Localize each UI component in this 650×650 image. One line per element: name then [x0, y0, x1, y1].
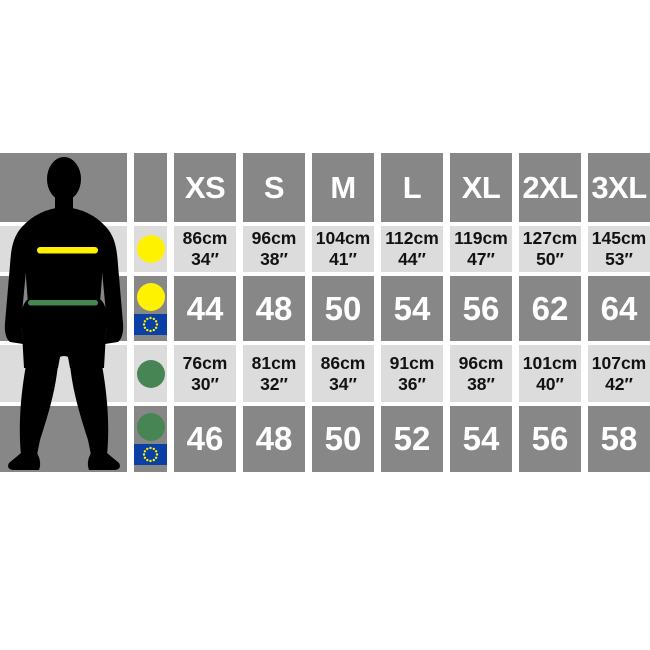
chest-eu-marker-cell: [134, 276, 167, 341]
chest-cm-cell: 145cm 53″: [588, 226, 650, 272]
waist-eu-cell: 52: [381, 406, 443, 472]
male-silhouette-graphic: [4, 157, 124, 470]
yellow-dot-icon: [136, 282, 165, 311]
cm-value: 145cm: [591, 228, 647, 248]
silhouette-shorts: [21, 299, 107, 368]
inch-value: 41″: [329, 249, 357, 269]
inch-value: 32″: [260, 373, 288, 394]
size-header-xl: XL: [450, 153, 512, 222]
cm-value: 86cm: [182, 228, 228, 248]
cm-value: 91cm: [389, 352, 435, 373]
cm-value: 101cm: [522, 352, 578, 373]
eu-flag-icon: [134, 313, 167, 335]
waist-eu-cell: 56: [519, 406, 581, 472]
waist-eu-cell: 48: [243, 406, 305, 472]
cm-value: 127cm: [522, 228, 578, 248]
inch-value: 53″: [605, 249, 633, 269]
chest-cm-cell: 119cm 47″: [450, 226, 512, 272]
inch-value: 47″: [467, 249, 495, 269]
chest-cm-cell: 86cm 34″: [174, 226, 236, 272]
inch-value: 44″: [398, 249, 426, 269]
inch-value: 34″: [191, 249, 219, 269]
cm-value: 104cm: [315, 228, 371, 248]
chest-cm-cell: 104cm 41″: [312, 226, 374, 272]
inch-value: 36″: [398, 373, 426, 394]
chest-cm-cell: 112cm 44″: [381, 226, 443, 272]
waist-cm-cell: 107cm 42″: [588, 345, 650, 402]
cm-value: 119cm: [454, 228, 508, 248]
chest-eu-cell: 56: [450, 276, 512, 341]
chest-cm-marker-cell: [134, 226, 167, 272]
green-dot-icon: [136, 359, 165, 388]
waist-eu-cell: 58: [588, 406, 650, 472]
chest-measure-line-icon: [37, 247, 98, 254]
cm-value: 86cm: [320, 352, 366, 373]
waist-eu-cell: 46: [174, 406, 236, 472]
inch-value: 38″: [467, 373, 495, 394]
legend-header-cell: [134, 153, 167, 222]
waist-measure-line-icon: [28, 300, 98, 306]
size-header-m: M: [312, 153, 374, 222]
cm-value: 112cm: [385, 228, 439, 248]
chest-cm-cell: 127cm 50″: [519, 226, 581, 272]
inch-value: 42″: [605, 373, 633, 394]
waist-cm-cell: 96cm 38″: [450, 345, 512, 402]
eu-flag-icon: [134, 444, 167, 465]
chest-eu-cell: 50: [312, 276, 374, 341]
silhouette-head: [47, 157, 81, 201]
silhouette-right-arm: [102, 225, 124, 344]
model-figure-panel: [0, 153, 127, 472]
cm-value: 96cm: [458, 352, 504, 373]
inch-value: 30″: [191, 373, 219, 394]
cm-value: 96cm: [251, 228, 297, 248]
inch-value: 34″: [329, 373, 357, 394]
waist-eu-cell: 54: [450, 406, 512, 472]
silhouette-left-leg: [19, 365, 58, 455]
silhouette-right-leg: [70, 365, 109, 455]
chest-eu-cell: 64: [588, 276, 650, 341]
waist-eu-cell: 50: [312, 406, 374, 472]
waist-cm-cell: 91cm 36″: [381, 345, 443, 402]
size-header-s: S: [243, 153, 305, 222]
silhouette-left-arm: [4, 225, 26, 344]
silhouette-left-foot: [8, 453, 41, 470]
inch-value: 50″: [536, 249, 564, 269]
silhouette-right-foot: [87, 453, 120, 470]
waist-cm-cell: 81cm 32″: [243, 345, 305, 402]
cm-value: 76cm: [182, 352, 228, 373]
green-dot-icon: [136, 413, 165, 441]
chest-eu-cell: 48: [243, 276, 305, 341]
size-header-xs: XS: [174, 153, 236, 222]
chest-eu-cell: 54: [381, 276, 443, 341]
size-header-2xl: 2XL: [519, 153, 581, 222]
size-chart-table: XS S M L XL 2XL 3XL 86cm 34″ 96cm 38″ 10…: [0, 153, 650, 472]
yellow-dot-icon: [136, 235, 165, 263]
inch-value: 38″: [260, 249, 288, 269]
silhouette-torso: [22, 207, 106, 303]
inch-value: 40″: [536, 373, 564, 394]
chest-eu-cell: 44: [174, 276, 236, 341]
chest-eu-cell: 62: [519, 276, 581, 341]
size-header-l: L: [381, 153, 443, 222]
waist-cm-cell: 101cm 40″: [519, 345, 581, 402]
waist-eu-marker-cell: [134, 406, 167, 472]
size-header-3xl: 3XL: [588, 153, 650, 222]
waist-cm-cell: 76cm 30″: [174, 345, 236, 402]
chest-cm-cell: 96cm 38″: [243, 226, 305, 272]
waist-cm-cell: 86cm 34″: [312, 345, 374, 402]
waist-cm-marker-cell: [134, 345, 167, 402]
cm-value: 107cm: [591, 352, 647, 373]
cm-value: 81cm: [251, 352, 297, 373]
